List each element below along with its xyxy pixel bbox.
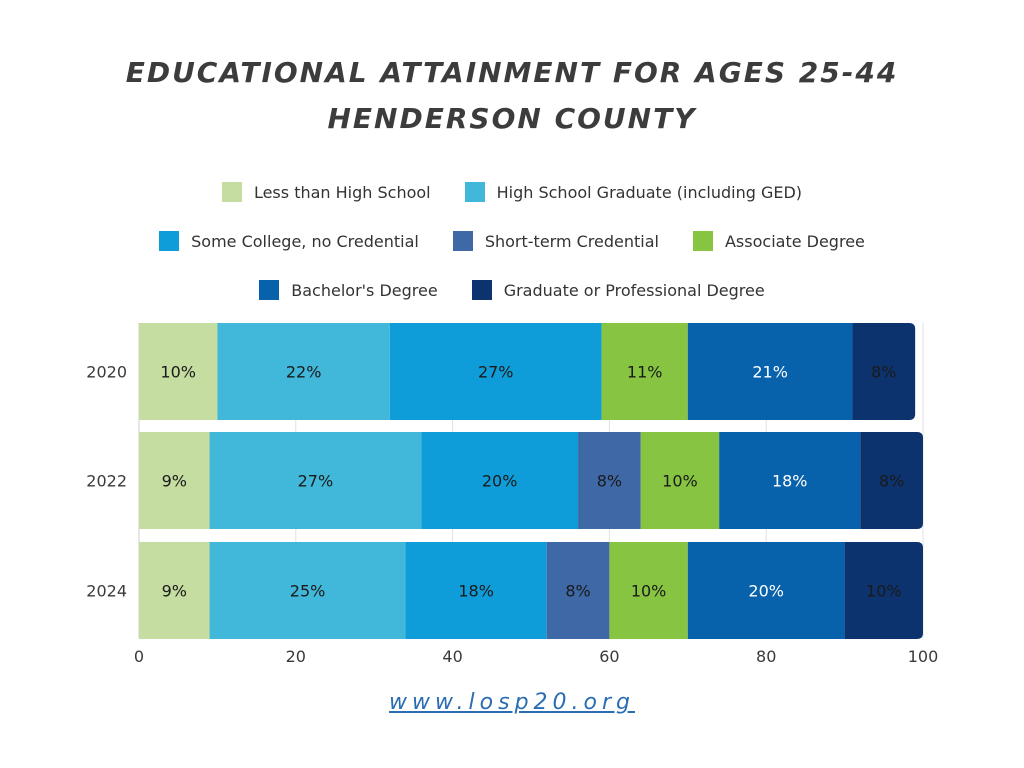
legend-label: Short-term Credential (484, 231, 659, 251)
bar-segment (139, 432, 210, 529)
data-label: 8% (879, 472, 904, 491)
data-label: 20% (482, 472, 518, 491)
legend-label: Graduate or Professional Degree (503, 280, 765, 300)
website-link[interactable]: www.losp20.org (388, 690, 636, 715)
bar-segment (209, 542, 406, 639)
legend-swatch (692, 231, 713, 251)
legend-swatch (259, 280, 280, 300)
legend-label: Associate Degree (724, 231, 865, 251)
legend-label: Some College, no Credential (191, 231, 419, 251)
bar-segment (860, 432, 923, 529)
legend-label: High School Graduate (including GED) (496, 182, 803, 202)
legend-item-bachelors-degree: Bachelor's Degree (259, 280, 438, 300)
legend-label: Less than High School (253, 182, 431, 202)
legend-swatch (464, 182, 485, 202)
legend-item-less-than-high-school: Less than High School (221, 182, 431, 202)
data-label: 25% (290, 582, 326, 601)
data-label: 8% (565, 582, 590, 601)
bar-segment (609, 542, 688, 639)
legend-swatch (159, 231, 180, 251)
bar-segment (546, 542, 610, 639)
legend-item-high-school-graduate: High School Graduate (including GED) (464, 182, 803, 202)
legend-row-1: Less than High School High School Gradua… (0, 182, 1024, 202)
legend-item-associate-degree: Associate Degree (692, 231, 865, 251)
data-label: 10% (631, 582, 667, 601)
bar-segment (139, 542, 210, 639)
bar-segment (687, 542, 845, 639)
data-label: 22% (286, 363, 322, 382)
bar-segment (719, 432, 861, 529)
data-label: 10% (662, 472, 698, 491)
bar-segment (139, 323, 218, 420)
y-category-label: 2020 (86, 363, 127, 382)
bar-segment (421, 432, 579, 529)
chart-title: EDUCATIONAL ATTAINMENT FOR AGES 25-44 (125, 56, 899, 89)
data-label: 20% (748, 582, 784, 601)
legend-item-graduate-degree: Graduate or Professional Degree (471, 280, 765, 300)
legend-swatch (221, 182, 242, 202)
data-label: 18% (458, 582, 494, 601)
bar-segment (217, 323, 390, 420)
data-label: 9% (162, 582, 187, 601)
legend-row-3: Bachelor's Degree Graduate or Profession… (0, 280, 1024, 300)
data-label: 9% (162, 472, 187, 491)
x-tick-label: 20 (286, 647, 306, 666)
legend-item-short-term-credential: Short-term Credential (452, 231, 659, 251)
legend-swatch (452, 231, 473, 251)
x-tick-label: 100 (908, 647, 939, 666)
chart-subtitle: HENDERSON COUNTY (327, 102, 697, 135)
bar-segment (640, 432, 720, 529)
data-label: 27% (298, 472, 334, 491)
legend-item-some-college: Some College, no Credential (159, 231, 419, 251)
data-label: 8% (871, 363, 896, 382)
x-tick-label: 60 (599, 647, 619, 666)
data-label: 10% (866, 582, 902, 601)
bar-segment (405, 542, 547, 639)
x-tick-label: 40 (442, 647, 462, 666)
data-label: 27% (478, 363, 514, 382)
data-label: 18% (772, 472, 808, 491)
bar-segment (601, 323, 688, 420)
data-label: 8% (597, 472, 622, 491)
bar-segment (852, 323, 916, 420)
x-tick-label: 80 (756, 647, 776, 666)
legend-swatch (471, 280, 492, 300)
legend-row-2: Some College, no Credential Short-term C… (0, 231, 1024, 251)
data-label: 11% (627, 363, 663, 382)
bar-segment (389, 323, 602, 420)
bar-segment (844, 542, 923, 639)
data-label: 21% (752, 363, 788, 382)
x-tick-label: 0 (134, 647, 144, 666)
bar-segment (578, 432, 641, 529)
y-category-label: 2022 (86, 472, 127, 491)
bar-segment (209, 432, 422, 529)
data-label: 10% (160, 363, 196, 382)
legend-label: Bachelor's Degree (291, 280, 438, 300)
bar-segment (687, 323, 853, 420)
y-category-label: 2024 (86, 582, 127, 601)
